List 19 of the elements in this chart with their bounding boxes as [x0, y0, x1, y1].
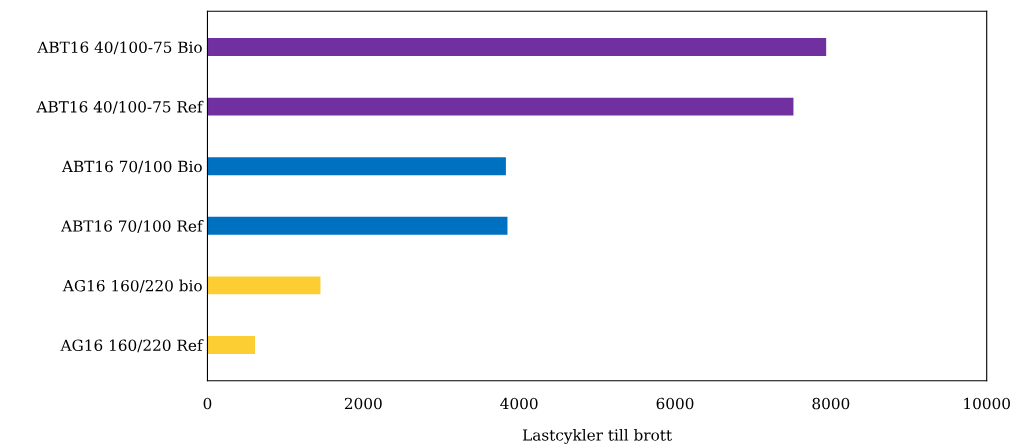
bar — [207, 38, 827, 56]
x-tick-label: 4000 — [500, 397, 538, 410]
y-tick-label: AG16 160/220 bio — [62, 279, 202, 293]
y-tick-label: ABT16 40/100-75 Bio — [37, 41, 202, 55]
y-tick-label: AG16 160/220 Ref — [60, 339, 204, 353]
x-tick-label: 8000 — [812, 397, 850, 410]
bar — [207, 97, 794, 116]
bar — [207, 336, 255, 354]
x-tick-label: 10000 — [964, 397, 1010, 410]
y-tick-label: ABT16 70/100 Ref — [60, 220, 204, 234]
y-tick-label: ABT16 70/100 Bio — [61, 160, 202, 174]
x-tick-label: 0 — [203, 397, 212, 410]
x-tick-label: 2000 — [344, 397, 382, 410]
bar — [207, 157, 506, 176]
x-axis-title: Lastcykler till brott — [522, 428, 672, 444]
bar — [207, 276, 321, 295]
y-tick-label: ABT16 40/100-75 Ref — [36, 100, 204, 114]
x-tick-label: 6000 — [656, 397, 694, 410]
bar — [207, 216, 508, 235]
